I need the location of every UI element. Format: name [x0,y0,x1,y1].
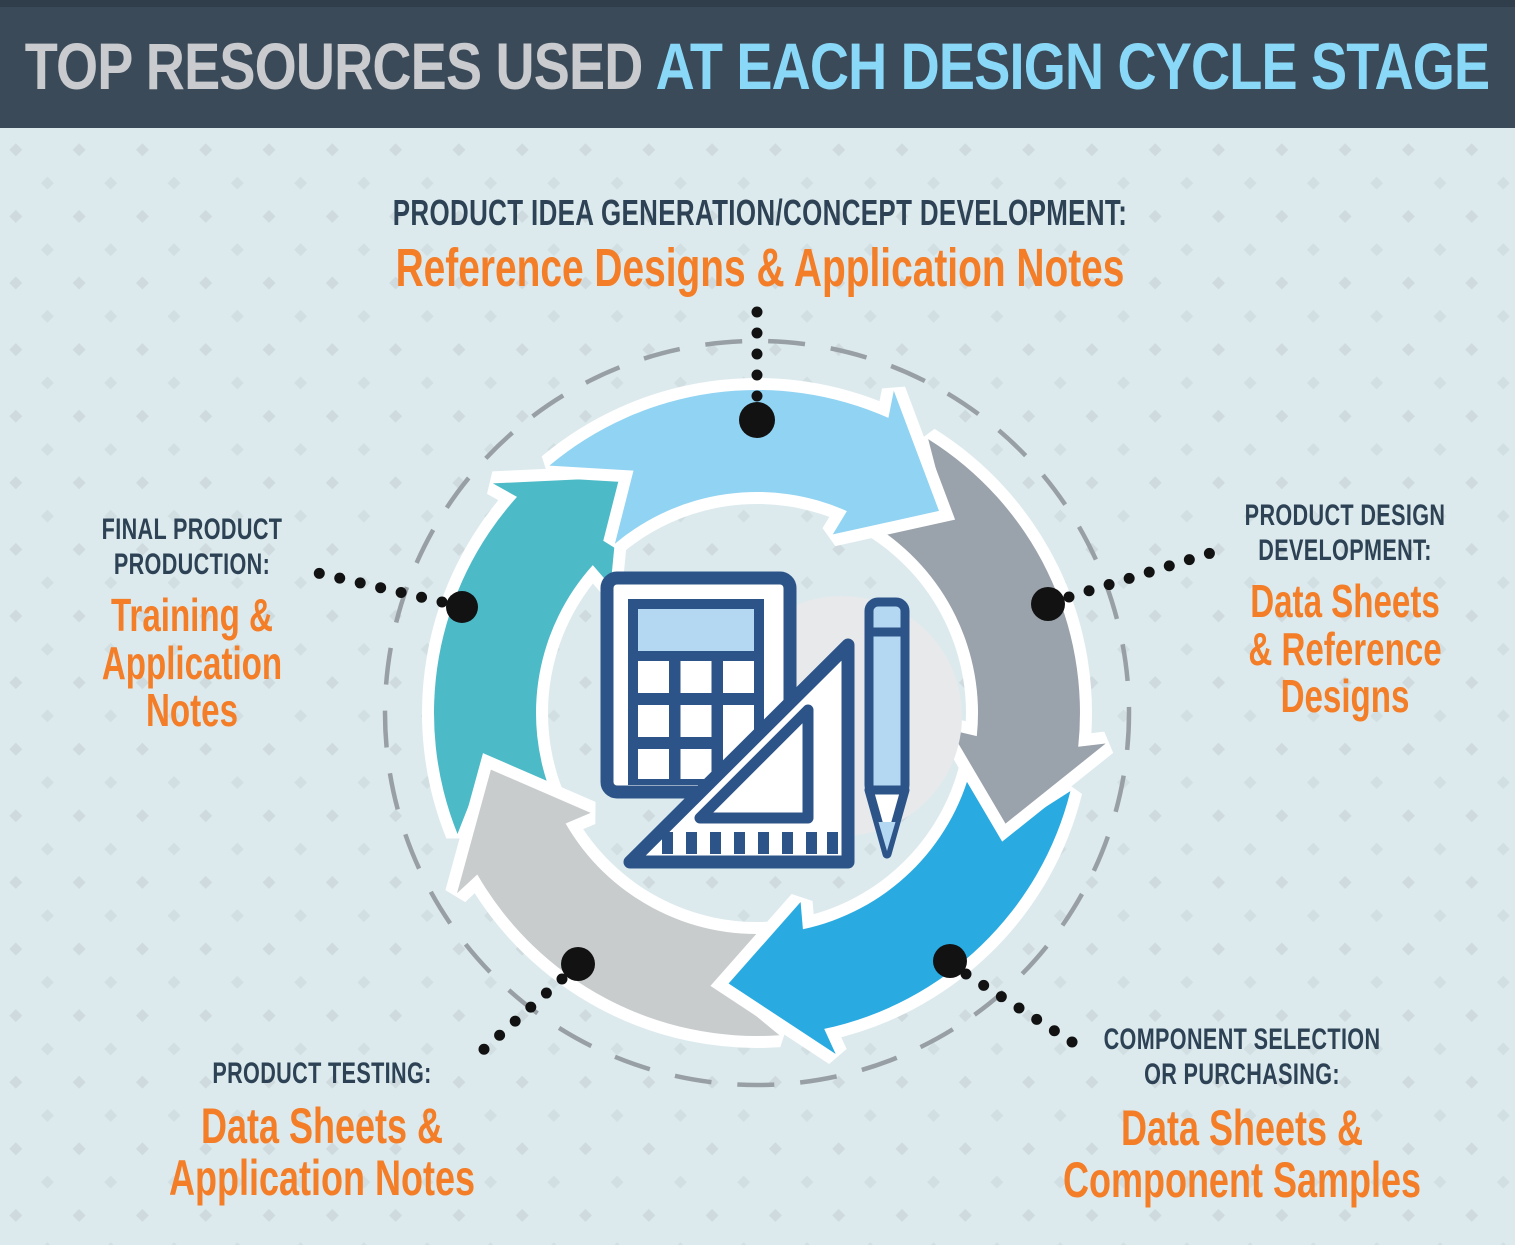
stage-dot-left [446,591,478,623]
cycle-arrow-product-testing [445,753,788,1048]
cycle-arrow-ring [422,378,1114,1065]
cycle-arrow-design-development [867,428,1114,842]
cycle-arrow-final-production [422,464,635,839]
pencil-icon [864,597,910,859]
stage-dots [446,402,1065,981]
stage-label-final-production: FINAL PRODUCT PRODUCTION: Training & App… [0,512,444,735]
stage-title: FINAL PRODUCT PRODUCTION: [101,513,283,582]
stage-title: PRODUCT TESTING: [212,1057,432,1090]
stage-title: PRODUCT IDEA GENERATION/CONCEPT DEVELOPM… [392,192,1128,233]
leader-lines [303,294,1220,1067]
stage-dot-bottom-right [933,944,967,978]
stage-resource: Data Sheets & Application Notes [168,1098,476,1207]
cycle-arrow-idea-generation [541,378,956,553]
stage-dot-bottom-left [561,947,595,981]
leader-line-right [1063,546,1220,603]
stage-label-component-selection: COMPONENT SELECTION OR PURCHASING: Data … [968,1022,1515,1206]
leader-line-bottom-right [960,968,1092,1057]
stage-title: COMPONENT SELECTION OR PURCHASING: [1103,1023,1381,1092]
header-bar: TOP RESOURCES USED AT EACH DESIGN CYCLE S… [0,0,1515,128]
page-title-gray-part: TOP RESOURCES USED [25,29,644,103]
stage-label-product-testing: PRODUCT TESTING: Data Sheets & Applicati… [48,1056,595,1204]
stage-label-design-development: PRODUCT DESIGN DEVELOPMENT: Data Sheets … [1093,498,1515,721]
stage-dot-right [1031,587,1065,621]
stage-label-idea-generation: PRODUCT IDEA GENERATION/CONCEPT DEVELOPM… [256,192,1264,297]
stage-resource: Data Sheets & Component Samples [1062,1099,1422,1208]
design-tools-icon [600,571,962,869]
page-title-blue-part: AT EACH DESIGN CYCLE STAGE [656,29,1490,103]
calculator-icon [600,571,797,799]
leader-line-bottom-left [465,973,568,1067]
stage-resource: Training & Application Notes [101,588,283,737]
page-title: TOP RESOURCES USED AT EACH DESIGN CYCLE S… [25,24,1490,104]
stage-dot-top [739,402,775,438]
stage-resource: Data Sheets & Reference Designs [1248,574,1442,723]
set-square-icon [623,638,855,869]
cycle-arrow-component-selection [710,762,1083,1065]
stage-resource: Reference Designs & Application Notes [395,238,1125,299]
ruler-ticks [662,832,838,854]
dashed-guide-circle [382,338,1132,1088]
leader-line-left [303,565,448,608]
stage-title: PRODUCT DESIGN DEVELOPMENT: [1244,499,1446,568]
